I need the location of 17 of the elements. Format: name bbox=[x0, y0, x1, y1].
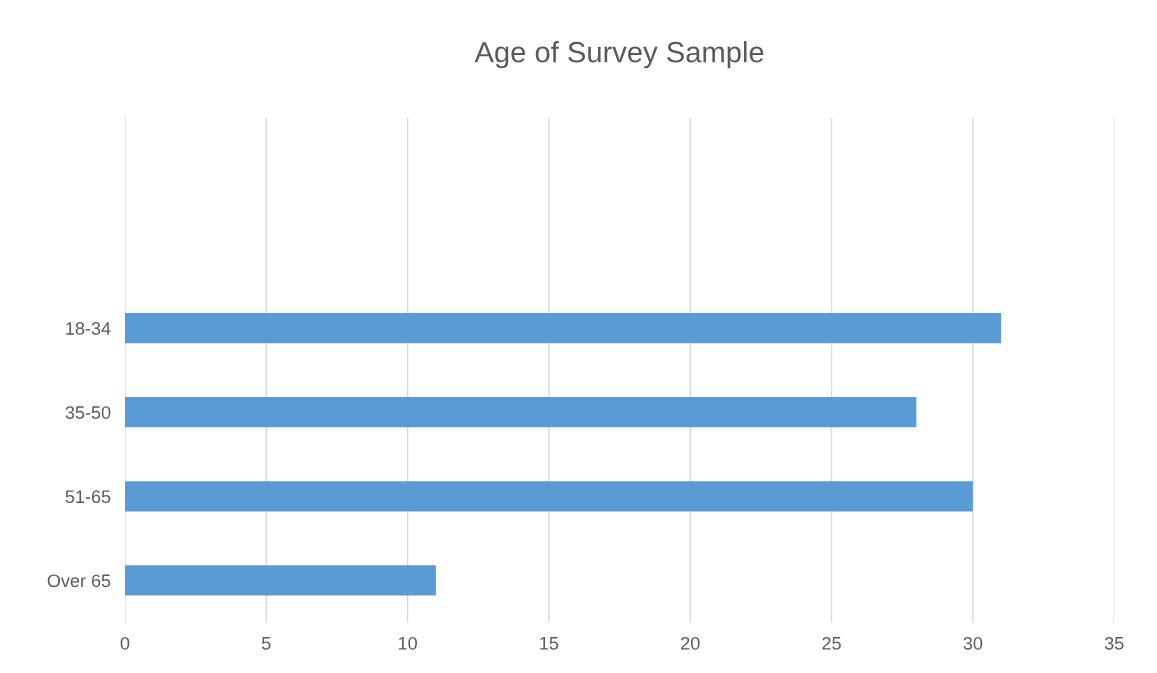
y-tick-label: 35-50 bbox=[65, 406, 111, 419]
y-tick-label: Over 65 bbox=[47, 574, 111, 588]
x-tick-label: 5 bbox=[261, 637, 271, 650]
chart-title: Age of Survey Sample bbox=[474, 41, 764, 69]
bar bbox=[124, 312, 1002, 344]
x-tick-label: 10 bbox=[398, 636, 417, 650]
bar bbox=[124, 481, 973, 512]
x-tick-label: 0 bbox=[120, 636, 130, 650]
x-tick-label: 25 bbox=[822, 636, 841, 650]
y-tick-label: 51-65 bbox=[65, 490, 111, 504]
x-tick-label: 15 bbox=[540, 637, 559, 650]
bar bbox=[124, 565, 436, 596]
x-tick-label: 35 bbox=[1104, 636, 1124, 650]
bar bbox=[124, 397, 917, 428]
x-tick-label: 20 bbox=[681, 636, 700, 650]
x-tick-label: 30 bbox=[963, 636, 983, 650]
y-tick-label: 18-34 bbox=[66, 322, 111, 335]
